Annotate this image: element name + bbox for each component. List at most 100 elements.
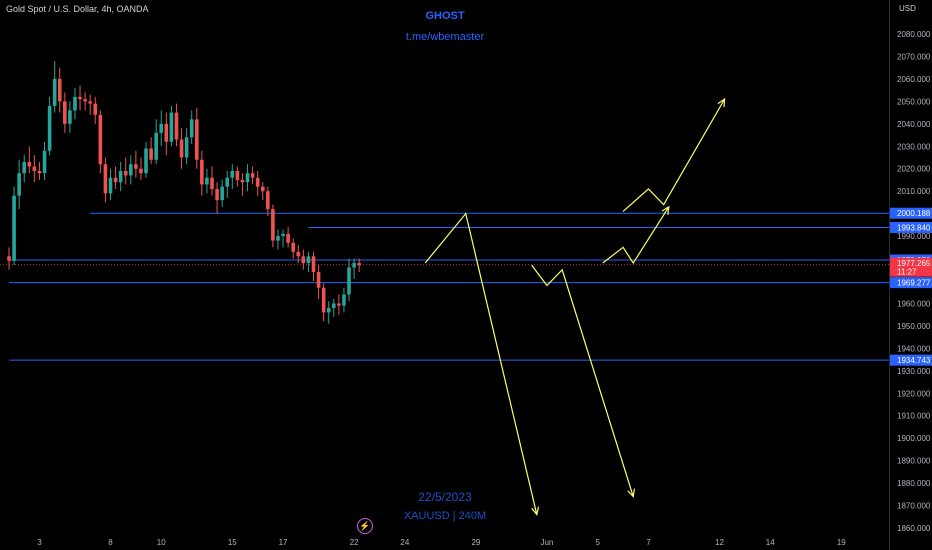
candle [266,186,270,216]
candle [123,157,128,185]
candle-body [139,168,143,174]
projection-arrowhead [717,97,726,108]
time-tick-label: Jun [540,538,553,547]
time-tick-label: 17 [279,538,288,547]
candle [210,166,214,196]
candle [301,249,306,270]
price-level-label-text: 1969.277 [897,279,931,288]
candle [93,96,98,124]
candle-body [57,78,62,102]
price-tick-label: 2080.000 [897,30,931,39]
candle [83,92,87,111]
candle-body [37,170,42,174]
candle-body [321,287,326,313]
candle [98,110,103,174]
candle-body [271,209,275,241]
time-tick-label: 12 [715,538,724,547]
time-tick-label: 5 [595,538,600,547]
candle [118,161,123,192]
candle [240,173,245,196]
candle [194,108,199,169]
candle [255,170,260,196]
projection-arrowhead [661,205,670,215]
candle-body [357,263,361,266]
candle [205,168,209,194]
symbol-title: Gold Spot / U.S. Dollar, 4h, OANDA [6,4,149,14]
candle-body [184,137,189,158]
candle [260,182,265,201]
candle-body [103,164,108,194]
candle-body [27,161,32,167]
candle [316,265,321,299]
candle-body [205,177,209,185]
candle-body [129,164,133,176]
price-level-label: 1934.743 [890,354,932,366]
time-tick-label: 10 [157,538,166,547]
candle [88,94,92,115]
candle-body [316,272,321,288]
current-price-countdown: 11:27 [897,268,917,277]
candle [245,164,250,192]
candle-body [260,186,265,192]
candle [103,157,108,203]
candle [311,251,316,281]
price-tick-label: 2020.000 [897,165,931,174]
candle-body [47,105,52,151]
projection-arrows [424,97,726,516]
price-tick-label: 1860.000 [897,524,931,533]
candle-body [215,188,219,201]
candle [215,182,219,214]
time-tick-label: 29 [471,538,480,547]
candle-body [296,251,301,257]
candle-body [73,96,77,111]
candle [52,60,57,113]
candle-body [123,170,128,176]
candle [42,141,47,180]
price-tick-label: 2030.000 [897,142,931,151]
price-level-label: 2000.188 [890,207,932,219]
price-level-label-text: 1934.743 [897,356,931,365]
candle [230,164,235,189]
price-tick-label: 1930.000 [897,367,931,376]
candle [281,229,285,248]
candle [332,298,336,317]
candle-body [12,195,16,261]
candle [342,287,346,313]
candle [134,150,138,178]
candle [169,105,174,147]
price-tick-label: 1960.000 [897,299,931,308]
lightning-icon[interactable]: ⚡ [357,518,373,534]
level-labels: 2000.1881993.8401979.3501969.2771934.743… [890,207,932,366]
candle [179,128,184,169]
price-level-label-bg [890,221,932,233]
candle-body [291,242,295,252]
candle-body [159,123,164,133]
candle [7,247,11,270]
candle [347,258,351,302]
candle [291,238,295,259]
candle [271,204,275,248]
candle-body [220,186,224,201]
candle-body [276,236,280,241]
candle-body [266,191,270,210]
candle-body [250,173,255,178]
candle [47,96,52,156]
candle-body [7,256,11,261]
candle [73,87,77,120]
candle [276,229,280,250]
candle-body [210,177,214,189]
candle [225,170,230,198]
candle-body [189,119,194,138]
price-level-label-text: 2000.188 [897,209,931,218]
time-axis[interactable]: 3 8 10 15 17 22 24 29 Jun 5 7 12 14 19 [37,538,846,547]
price-tick-label: 1920.000 [897,389,931,398]
candle [189,110,194,145]
projection-path [622,98,726,212]
candle [139,157,143,180]
price-level-label-bg [890,354,932,366]
candle [321,283,326,322]
price-tick-label: 1940.000 [897,344,931,353]
price-tick-label: 1890.000 [897,457,931,466]
time-tick-label: 22 [350,538,359,547]
